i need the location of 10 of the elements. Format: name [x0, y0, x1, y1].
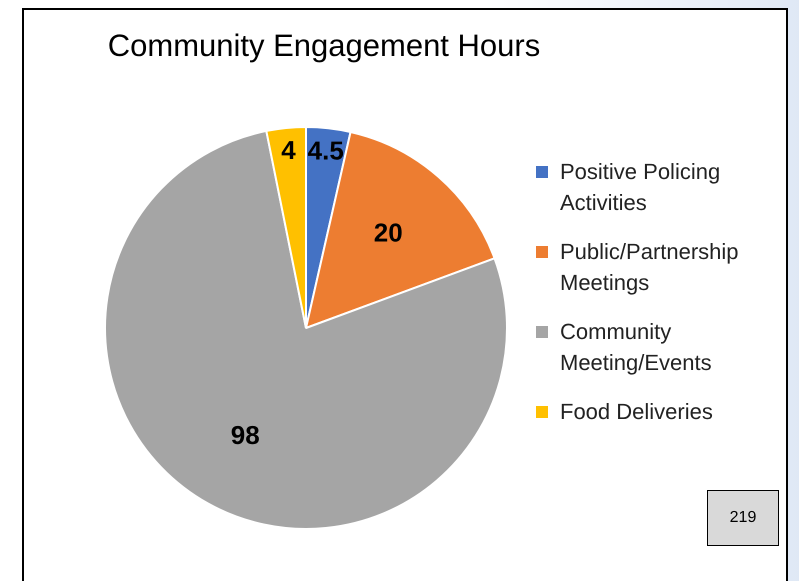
chart-title: Community Engagement Hours: [106, 28, 542, 64]
legend-label: Positive Policing Activities: [560, 159, 720, 215]
text: 219: [707, 490, 779, 546]
legend-label: Public/Partnership Meetings: [560, 239, 739, 295]
data-label: 4.5: [308, 135, 344, 166]
data-label: 98: [230, 420, 260, 450]
data-label: 20: [374, 218, 403, 248]
data-label: 4: [281, 135, 296, 166]
legend-label: Community Meeting/Events: [560, 319, 712, 375]
legend-label: Food Deliveries: [560, 399, 713, 424]
